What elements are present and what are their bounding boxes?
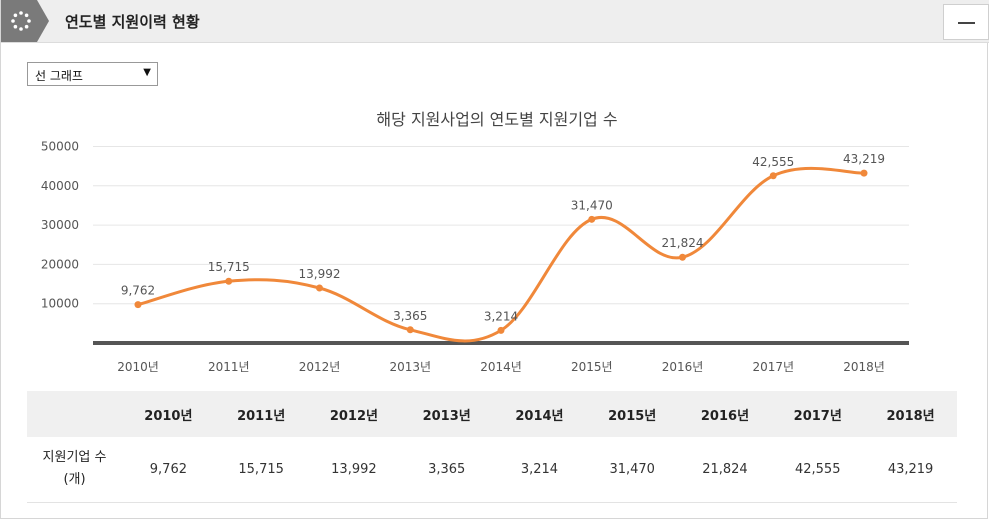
data-label-8: 43,219 <box>843 152 885 166</box>
x-tick-label-8: 2018년 <box>843 360 885 374</box>
table-cell-2: 13,992 <box>331 461 377 477</box>
table-cell-1: 15,715 <box>238 461 284 477</box>
data-point-2 <box>316 284 323 292</box>
chart-title: 해당 지원사업의 연도별 지원기업 수 <box>376 110 618 129</box>
data-point-6 <box>679 253 686 261</box>
x-tick-label-5: 2015년 <box>571 360 613 374</box>
data-label-2: 13,992 <box>299 267 341 281</box>
table-header-5: 2015년 <box>608 408 657 424</box>
row-label: 지원기업 수 (개) <box>27 437 122 502</box>
table-header-3: 2013년 <box>422 408 471 424</box>
table-cell-7: 42,555 <box>794 461 841 477</box>
table-header-6: 2016년 <box>700 408 750 424</box>
table-corner-cell <box>27 391 122 437</box>
minus-icon <box>958 22 975 24</box>
row-label-line1: 지원기업 수 <box>42 450 107 466</box>
chart-type-value: 선 그래프 <box>35 69 83 83</box>
table-cell-0: 9,762 <box>149 461 187 477</box>
data-point-8 <box>860 169 868 177</box>
x-tick-label-7: 2017년 <box>752 360 794 374</box>
data-point-7 <box>769 172 777 180</box>
x-tick-label-1: 2011년 <box>208 360 250 374</box>
table-header-row: 2010년 2011년 2012년 2013년 2014년 2015년 2016년 2017년… <box>27 391 957 437</box>
y-tick-label-4: 50000 <box>41 140 79 154</box>
x-tick-label-6: 2016년 <box>662 360 704 374</box>
data-point-0 <box>134 301 142 309</box>
row-label-line2: (개) <box>63 472 86 488</box>
panel-header: 연도별 지원이력 현황 <box>1 0 989 43</box>
data-table: 2010년 2011년 2012년 2013년 2014년 2015년 2016년 2017년… <box>27 391 957 503</box>
y-tick-label-2: 30000 <box>41 218 79 232</box>
table-header-4: 2014년 <box>515 408 564 424</box>
table-cell-5: 31,470 <box>609 461 655 477</box>
table-header-7: 2017년 <box>793 408 842 424</box>
table-cell-6: 21,824 <box>702 461 748 477</box>
table-header-1: 2011년 <box>237 408 286 424</box>
table-row: 지원기업 수 (개) 9,762 15,715 13,992 3,365 3,214 31… <box>27 437 957 502</box>
table-cell-3: 3,365 <box>428 461 466 477</box>
x-tick-label-4: 2014년 <box>480 360 522 374</box>
y-tick-label-3: 40000 <box>41 179 79 193</box>
chart-type-select[interactable]: 선 그래프 ▼ <box>27 62 158 86</box>
panel-title: 연도별 지원이력 현황 <box>65 13 200 31</box>
data-point-5 <box>588 215 596 223</box>
data-label-6: 21,824 <box>662 236 704 250</box>
data-point-4 <box>497 326 505 334</box>
series-line <box>137 166 865 343</box>
data-point-3 <box>406 326 414 334</box>
loading-icon <box>1 0 49 42</box>
table-cell-8: 43,219 <box>887 461 934 477</box>
table-header-2: 2012년 <box>329 408 378 424</box>
dropdown-arrow-icon: ▼ <box>143 67 151 78</box>
data-label-7: 42,555 <box>752 155 794 169</box>
table-header-0: 2010년 <box>144 408 193 424</box>
x-tick-label-0: 2010년 <box>117 360 159 374</box>
x-tick-label-2: 2012년 <box>299 360 341 374</box>
y-tick-label-1: 20000 <box>41 257 79 271</box>
data-point-1 <box>225 277 233 285</box>
table-cell-4: 3,214 <box>520 461 559 477</box>
data-label-5: 31,470 <box>571 198 613 212</box>
x-tick-label-3: 2013년 <box>389 360 431 374</box>
data-label-1: 15,715 <box>208 260 250 274</box>
table-header-8: 2018년 <box>886 408 935 424</box>
y-tick-label-0: 10000 <box>41 297 79 311</box>
data-label-3: 3,365 <box>393 309 427 323</box>
line-chart: 10000 20000 30000 40000 50000 2010년 2011년 2012년… <box>41 140 909 374</box>
data-label-4: 3,214 <box>484 309 518 323</box>
collapse-button[interactable] <box>943 4 989 40</box>
data-label-0: 9,762 <box>121 284 155 298</box>
